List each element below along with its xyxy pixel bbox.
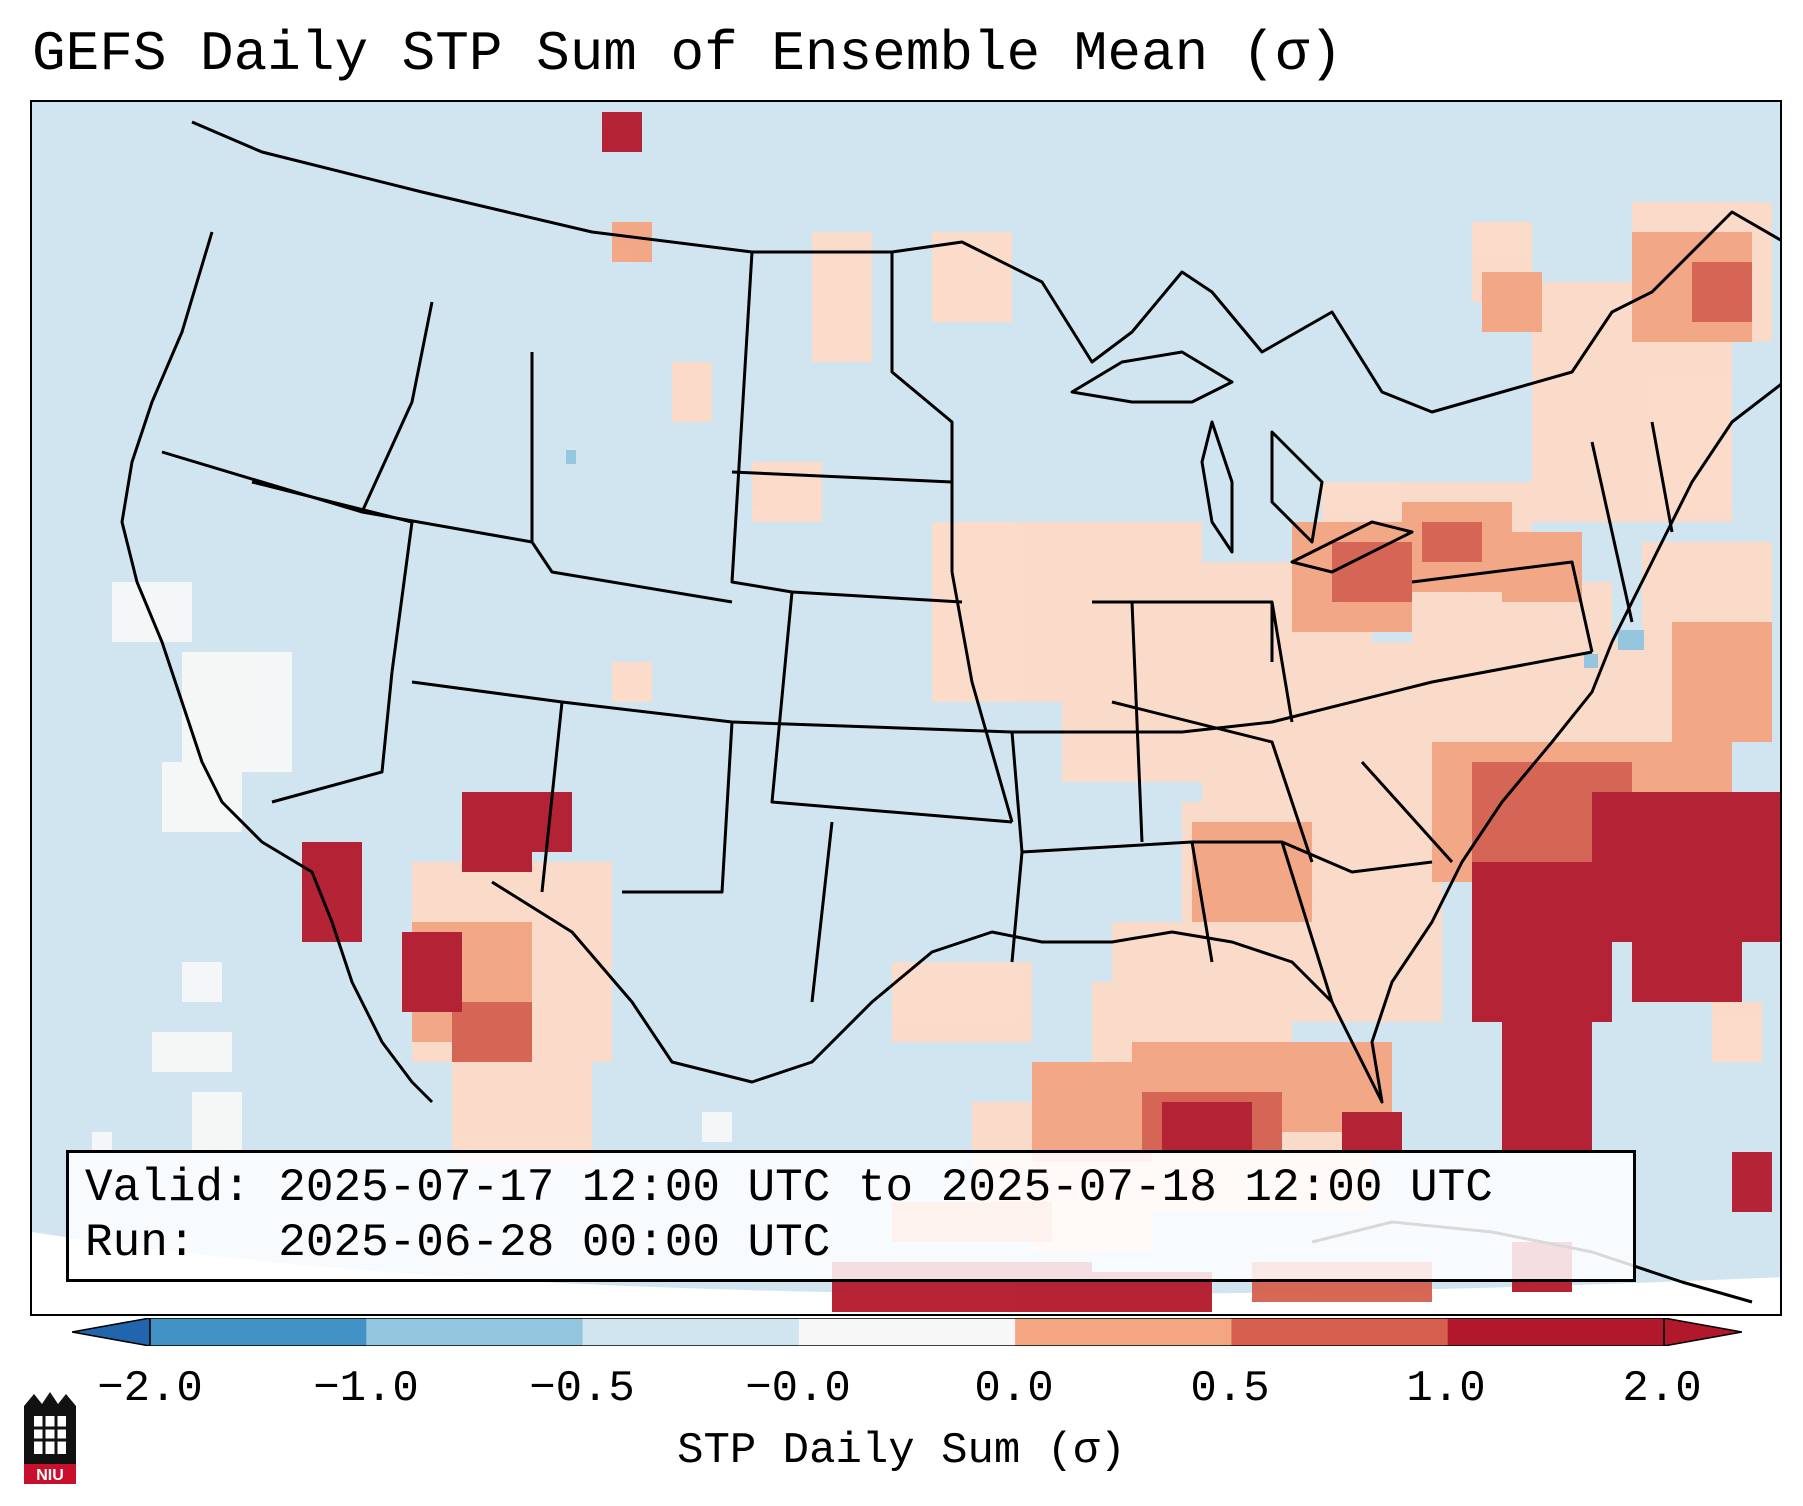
gulf-east-coast bbox=[491, 383, 1780, 1104]
colorbar-tick-label: −0.5 bbox=[529, 1364, 635, 1414]
colorbar-outline bbox=[149, 1318, 1665, 1346]
west-coast bbox=[120, 231, 434, 1104]
colorbar-segment bbox=[1447, 1318, 1665, 1346]
colorbar-tick-label: 2.0 bbox=[1622, 1364, 1702, 1414]
colorbar-extend-high bbox=[1663, 1318, 1742, 1346]
colorbar-tick-label: −1.0 bbox=[313, 1364, 419, 1414]
colorbar-label: STP Daily Sum (σ) bbox=[677, 1426, 1126, 1476]
colorbar bbox=[72, 1318, 1742, 1346]
us-canada-border bbox=[191, 120, 1780, 414]
valid-label: Valid: bbox=[85, 1162, 251, 1214]
run-label: Run: bbox=[85, 1217, 196, 1269]
lake-michigan bbox=[1200, 420, 1234, 554]
colorbar-segment bbox=[582, 1318, 800, 1346]
colorbar-segment bbox=[150, 1318, 367, 1346]
stp-map bbox=[32, 102, 1780, 1314]
colorbar-tick-label: −0.0 bbox=[745, 1364, 851, 1414]
niu-logo: NIU bbox=[24, 1392, 76, 1484]
map-panel bbox=[30, 100, 1782, 1316]
colorbar-segment bbox=[798, 1318, 1016, 1346]
colorbar-tick-label: −2.0 bbox=[97, 1364, 203, 1414]
colorbar-tick-label: 1.0 bbox=[1406, 1364, 1486, 1414]
colorbar-tick-label: 0.0 bbox=[974, 1364, 1054, 1414]
lake-superior bbox=[1070, 350, 1234, 404]
colorbar-segments bbox=[150, 1318, 1665, 1346]
logo-text: NIU bbox=[36, 1467, 64, 1484]
colorbar-tick-label: 0.5 bbox=[1190, 1364, 1270, 1414]
colorbar-extend-low bbox=[72, 1318, 151, 1346]
colorbar-segment bbox=[366, 1318, 584, 1346]
lake-huron bbox=[1270, 430, 1324, 544]
colorbar-segment bbox=[1015, 1318, 1232, 1346]
colorbar-segment bbox=[1231, 1318, 1449, 1346]
run-time: 2025-06-28 00:00 UTC bbox=[278, 1217, 831, 1269]
valid-time-range: 2025-07-17 12:00 UTC to 2025-07-18 12:00… bbox=[278, 1162, 1493, 1214]
lake-erie bbox=[1290, 520, 1414, 574]
valid-run-info-box: Valid: 2025-07-17 12:00 UTC to 2025-07-1… bbox=[66, 1150, 1636, 1282]
map-title: GEFS Daily STP Sum of Ensemble Mean (σ) bbox=[32, 22, 1343, 86]
